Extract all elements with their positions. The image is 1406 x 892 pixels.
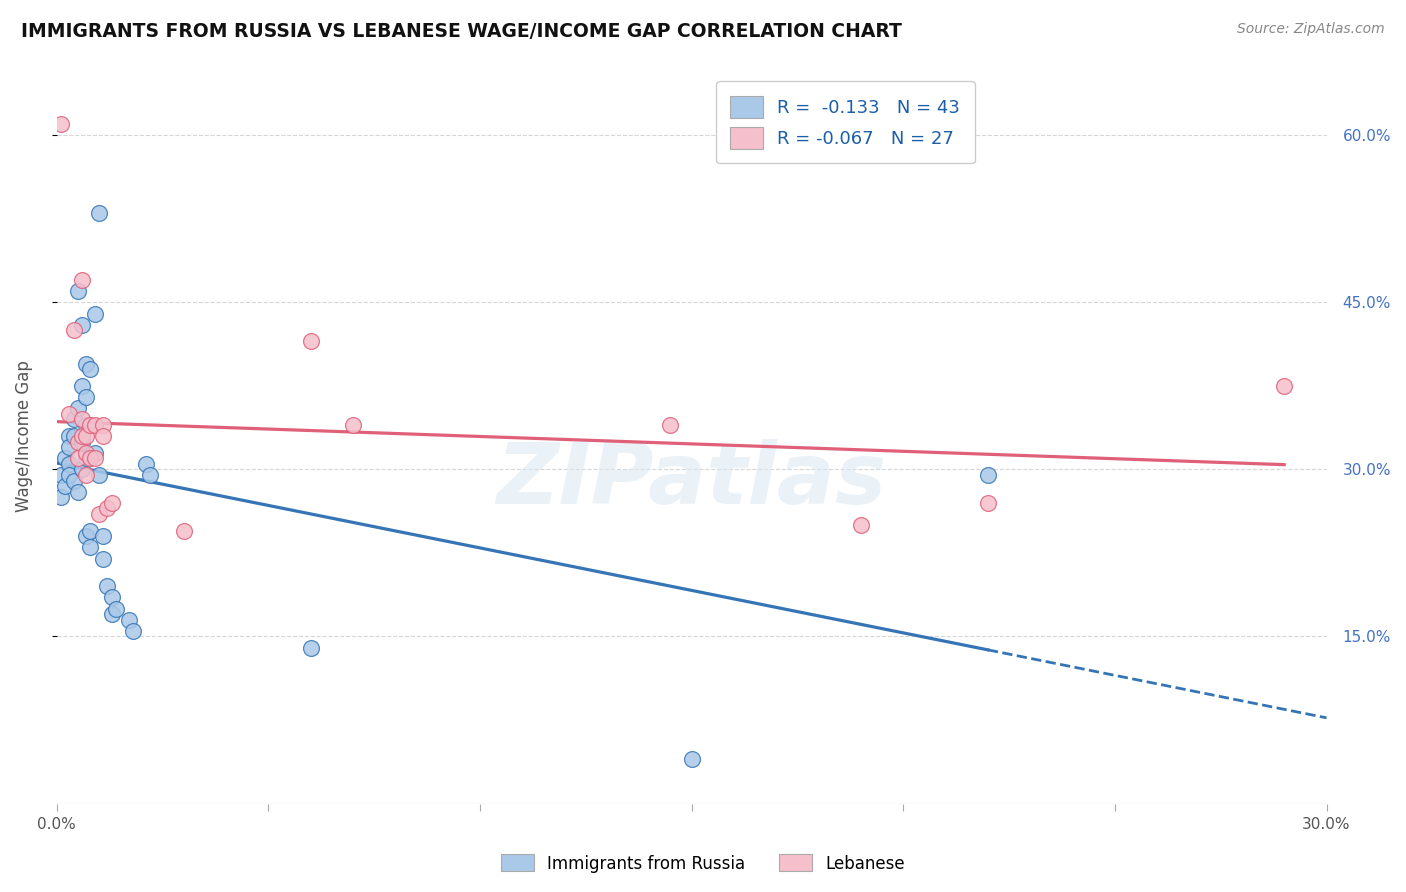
Point [117, 613, 139, 627]
Point [66, 285, 89, 299]
Point [977, 496, 1000, 510]
Point [49, 490, 72, 504]
Point [75, 446, 97, 460]
Point [66, 401, 89, 416]
Point [66, 434, 89, 449]
Point [70, 379, 93, 393]
Text: Source: ZipAtlas.com: Source: ZipAtlas.com [1237, 22, 1385, 37]
Point [75, 357, 97, 371]
Point [681, 752, 703, 766]
Point [977, 468, 1000, 483]
Point [79, 541, 101, 555]
Point [75, 390, 97, 404]
Point [83, 446, 105, 460]
Point [79, 451, 101, 466]
Point [70, 318, 93, 332]
Point [100, 591, 122, 605]
Text: IMMIGRANTS FROM RUSSIA VS LEBANESE WAGE/INCOME GAP CORRELATION CHART: IMMIGRANTS FROM RUSSIA VS LEBANESE WAGE/… [21, 22, 903, 41]
Point [75, 529, 97, 543]
Point [134, 457, 156, 471]
Point [173, 524, 195, 538]
Point [87, 507, 110, 521]
Point [70, 462, 93, 476]
Point [659, 417, 682, 432]
Text: ZIPatlas: ZIPatlas [496, 439, 887, 522]
Point [100, 607, 122, 622]
Point [849, 518, 872, 533]
Point [62, 474, 84, 488]
Point [62, 429, 84, 443]
Point [1272, 379, 1295, 393]
Point [58, 407, 80, 421]
Point [75, 417, 97, 432]
Point [70, 434, 93, 449]
Point [104, 601, 127, 615]
Point [342, 417, 364, 432]
Point [70, 273, 93, 287]
Point [96, 579, 118, 593]
Point [91, 551, 114, 566]
Point [83, 451, 105, 466]
Point [49, 117, 72, 131]
Point [66, 451, 89, 466]
Point [75, 451, 97, 466]
Point [53, 479, 76, 493]
Point [121, 624, 143, 638]
Point [70, 412, 93, 426]
Point [58, 440, 80, 454]
Point [70, 429, 93, 443]
Point [138, 468, 160, 483]
Point [79, 362, 101, 376]
Point [100, 496, 122, 510]
Point [49, 468, 72, 483]
Point [91, 417, 114, 432]
Point [79, 524, 101, 538]
Point [83, 417, 105, 432]
Point [91, 529, 114, 543]
Point [58, 468, 80, 483]
Point [299, 334, 322, 349]
Point [299, 640, 322, 655]
Point [66, 484, 89, 499]
Point [96, 501, 118, 516]
Point [58, 429, 80, 443]
Point [91, 429, 114, 443]
Legend: R =  -0.133   N = 43, R = -0.067   N = 27: R = -0.133 N = 43, R = -0.067 N = 27 [716, 81, 974, 163]
Point [75, 429, 97, 443]
Point [79, 417, 101, 432]
Point [87, 206, 110, 220]
Point [62, 323, 84, 337]
Point [75, 468, 97, 483]
Point [83, 306, 105, 320]
Point [87, 468, 110, 483]
Point [62, 412, 84, 426]
Legend: Immigrants from Russia, Lebanese: Immigrants from Russia, Lebanese [494, 847, 912, 880]
Point [53, 451, 76, 466]
Y-axis label: Wage/Income Gap: Wage/Income Gap [15, 360, 32, 512]
Point [58, 457, 80, 471]
